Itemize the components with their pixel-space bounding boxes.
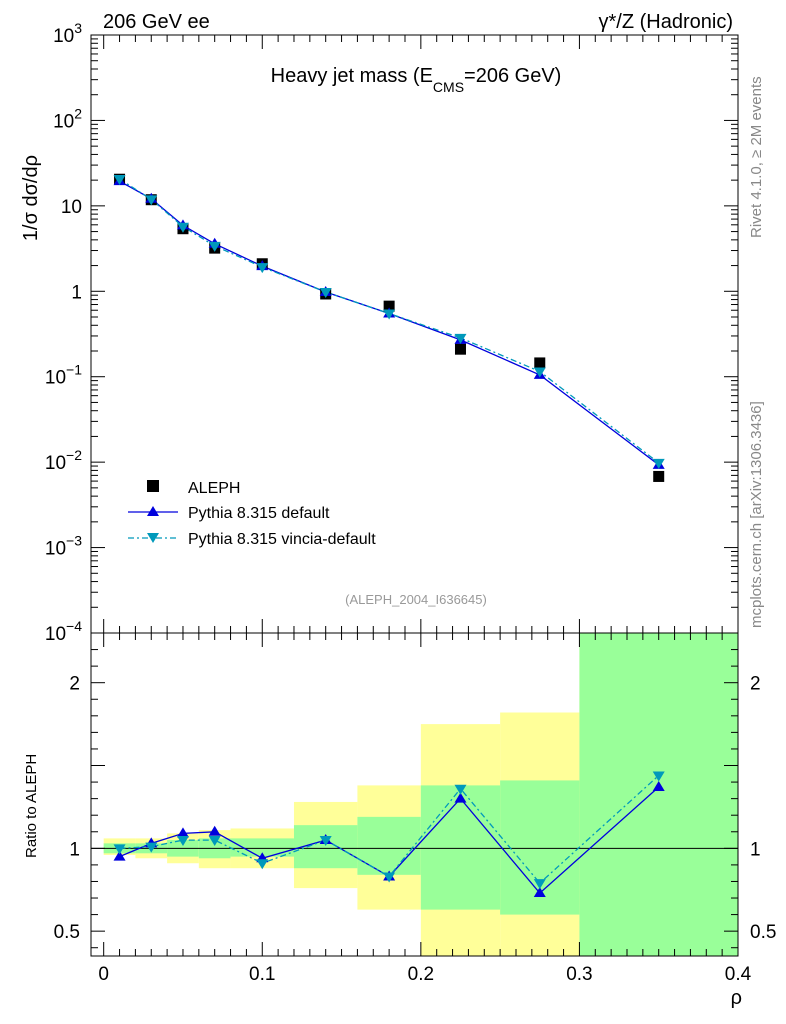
vincia-default-point [208,241,221,252]
ratio-vincia-default-point [383,872,396,883]
ratio-series-lines [119,775,660,895]
main-y-tick-label: 10−1 [45,362,82,389]
ratio-vincia-default-point [533,879,546,890]
vincia-default-point [319,288,332,299]
main-y-tick-label: 10−3 [45,533,82,560]
band-green [579,633,738,956]
main-y-tick-label: 10 [61,197,82,218]
rivet-label: Rivet 4.1.0, ≥ 2M events [748,76,765,238]
legend-vincia-marker [147,533,159,543]
ratio-vincia-default-point [176,836,189,847]
analysis-annotation: (ALEPH_2004_I636645) [345,592,487,607]
ratio-vincia-default-point [145,842,158,853]
ratio-vincia-default-point [256,859,269,870]
main-y-tick-label: 10−2 [45,447,82,474]
legend-aleph-label: ALEPH [188,480,240,497]
ratio-ylabel: Ratio to ALEPH [23,754,40,858]
title-main: Heavy jet mass (E [271,65,433,87]
ratio-y-tick-label: 1 [69,839,80,860]
main-y-tick-label: 1 [71,282,82,303]
vincia-default-point [256,263,269,274]
ratio-pythia-default-point [652,781,665,792]
main-series-points [113,173,665,482]
main-y-tick-label: 10−4 [45,618,82,645]
ratio-frame [90,632,739,957]
header-right: γ*/Z (Hadronic) [599,11,733,33]
x-tick-label: 0.3 [566,964,592,985]
legend: ALEPH Pythia 8.315 default Pythia 8.315 … [128,480,376,548]
main-x-ticks [103,35,739,633]
main-y-tick-label: 102 [53,105,82,132]
aleph-point [383,300,395,312]
legend-vincia-label: Pythia 8.315 vincia-default [188,531,376,548]
aleph-point [534,357,546,369]
x-axis-label: ρ [731,987,742,1009]
ratio-panel: 0.5 0.51 12 2 0 0.1 0.2 0.3 0.4 Ratio to ALEPH … [23,632,777,1009]
legend-aleph-marker [147,480,159,492]
band-green [357,816,421,875]
ratio-pythia-default-point [533,887,546,898]
x-tick-label: 0 [98,964,109,985]
vincia-default-point [113,175,126,186]
vincia-default-point [652,458,665,469]
aleph-point [653,470,665,482]
x-tick-label: 0.4 [725,964,752,985]
aleph-point [454,343,466,355]
ratio-vincia-default-point [319,836,332,847]
ratio-y-tick-label: 2 [69,674,80,695]
ratio-vincia-default-point [454,784,467,795]
vincia-default-point [176,222,189,233]
ratio-vincia-default-point [113,844,126,855]
legend-pythia-label: Pythia 8.315 default [188,505,330,522]
vincia-default-point [383,309,396,320]
band-green [230,838,294,857]
ratio-pythia-default-point [454,792,467,803]
x-tick-label: 0.1 [249,964,275,985]
ratio-pythia-default-point [208,825,221,836]
ratio-vincia-default-point [208,836,221,847]
vincia-default-point [145,195,158,206]
band-green [420,785,501,910]
title-tail: =206 GeV) [464,65,561,87]
main-ylabel: 1/σ dσ/dρ [20,155,42,241]
ratio-y-tick-label-right: 1 [750,839,761,860]
header-left: 206 GeV ee [103,11,210,33]
ratio-series-points [113,771,665,898]
x-tick-label: 0.2 [408,964,434,985]
main-frame [90,34,739,634]
ratio-y-tick-label: 0.5 [54,922,80,943]
ratio-pythia-default-line [119,786,660,895]
ratio-pythia-default-point [176,827,189,838]
vincia-default-point [454,333,467,344]
ratio-vincia-default-line [119,775,660,885]
ratio-y-tick-label-right: 2 [750,674,761,695]
pythia-default-line [119,180,660,466]
main-series-lines [119,178,660,466]
ratio-y-tick-label-right: 0.5 [750,922,776,943]
ratio-x-ticks [103,633,739,956]
ratio-x-tick-labels: 0 0.1 0.2 0.3 0.4 [98,964,751,985]
main-y-tick-label: 103 [53,20,82,47]
ratio-y-tick-labels: 0.5 0.5 1 1 2 2 [54,674,777,943]
main-title: Heavy jet mass (ECMS=206 GeV) [271,65,562,95]
ratio-uncertainty-bands [91,633,738,956]
mcplots-label: mcplots.cern.ch [arXiv:1306.3436] [748,401,765,628]
title-sub: CMS [433,79,464,95]
legend-pythia-marker [147,506,159,516]
ratio-y-ticks [91,632,738,949]
ratio-pythia-default-point [113,850,126,861]
ratio-vincia-default-point [652,771,665,782]
vincia-default-line [119,178,660,464]
vincia-default-point [533,367,546,378]
